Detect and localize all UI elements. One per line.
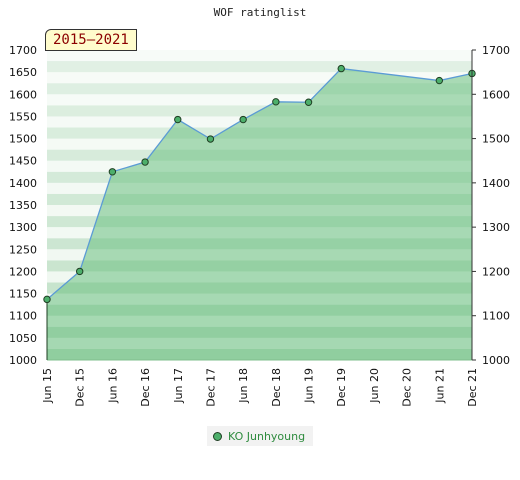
- y-tick-label-left: 1450: [9, 155, 37, 168]
- data-point: [174, 115, 182, 124]
- y-tick-label-left: 1000: [9, 354, 37, 367]
- data-point: [435, 76, 444, 85]
- x-tick-label: Jun 21: [433, 368, 446, 404]
- y-tick-label-right: 1000: [482, 354, 510, 367]
- x-tick-label: Dec 20: [401, 368, 414, 407]
- y-tick-label-left: 1150: [9, 288, 37, 301]
- series-line-layer: [46, 67, 473, 360]
- y-tick-label-left: 1350: [9, 199, 37, 212]
- data-point: [43, 295, 51, 304]
- y-tick-label-left: 1050: [9, 332, 37, 345]
- y-tick-label-left: 1300: [9, 221, 37, 234]
- background-band: [47, 94, 472, 106]
- x-tick-label: Jun 17: [172, 368, 185, 404]
- x-tick-label: Dec 19: [335, 368, 348, 407]
- background-band: [47, 61, 472, 73]
- x-tick-label: Dec 18: [270, 368, 283, 407]
- data-point: [108, 168, 117, 176]
- chart-title: WOF ratinglist: [213, 6, 307, 19]
- y-tick-label-left: 1650: [9, 66, 37, 79]
- x-tick-label: Jun 20: [368, 368, 381, 404]
- area-layer: [47, 68, 472, 360]
- x-tick-label: Dec 16: [139, 368, 152, 407]
- y-tick-label-right: 1700: [482, 44, 510, 57]
- series-line: [46, 67, 473, 300]
- data-point: [75, 267, 84, 276]
- data-point: [272, 98, 280, 106]
- x-tick-label: Jun 15: [41, 368, 54, 404]
- data-point: [337, 64, 345, 73]
- y-tick-label-right: 1600: [482, 88, 510, 101]
- data-point: [206, 135, 215, 143]
- x-tick-label: Dec 15: [74, 368, 87, 407]
- y-tick-label-right: 1300: [482, 221, 510, 234]
- x-tick-label: Jun 18: [237, 368, 250, 404]
- y-tick-label-left: 1700: [9, 44, 37, 57]
- legend-label: KO Junhyoung: [228, 429, 306, 443]
- y-tick-label-left: 1250: [9, 243, 37, 256]
- x-tick-label: Dec 21: [466, 368, 479, 407]
- y-tick-label-right: 1200: [482, 265, 510, 278]
- series-area: [47, 68, 472, 360]
- background-band: [47, 72, 472, 84]
- background-band: [47, 83, 472, 95]
- y-tick-label-left: 1100: [9, 310, 37, 323]
- axis-layer: 1000 1050 1100 1150 1200 1250 1300 1350 1400 1450…: [9, 44, 510, 407]
- x-tick-label: Jun 16: [106, 368, 119, 404]
- x-tick-label: Jun 19: [303, 368, 316, 404]
- y-tick-label-right: 1500: [482, 133, 510, 146]
- x-tick-label: Dec 17: [204, 368, 217, 407]
- y-tick-label-left: 1400: [9, 177, 37, 190]
- chart-plot: 1000 1050 1100 1150 1200 1250 1300 1350 1400 1450…: [9, 44, 510, 407]
- y-tick-label-left: 1550: [9, 110, 37, 123]
- legend-marker-icon: [213, 431, 222, 441]
- y-tick-label-right: 1400: [482, 177, 510, 190]
- y-tick-label-left: 1500: [9, 133, 37, 146]
- y-tick-label-left: 1600: [9, 88, 37, 101]
- data-point: [141, 158, 149, 166]
- data-point: [304, 98, 313, 106]
- y-tick-label-right: 1100: [482, 310, 510, 323]
- legend[interactable]: KO Junhyoung: [207, 426, 314, 446]
- data-point: [239, 115, 247, 124]
- background-band: [47, 50, 472, 62]
- data-point-layer: [43, 64, 476, 304]
- period-badge: 2015–2021: [45, 29, 137, 51]
- y-tick-label-left: 1200: [9, 265, 37, 278]
